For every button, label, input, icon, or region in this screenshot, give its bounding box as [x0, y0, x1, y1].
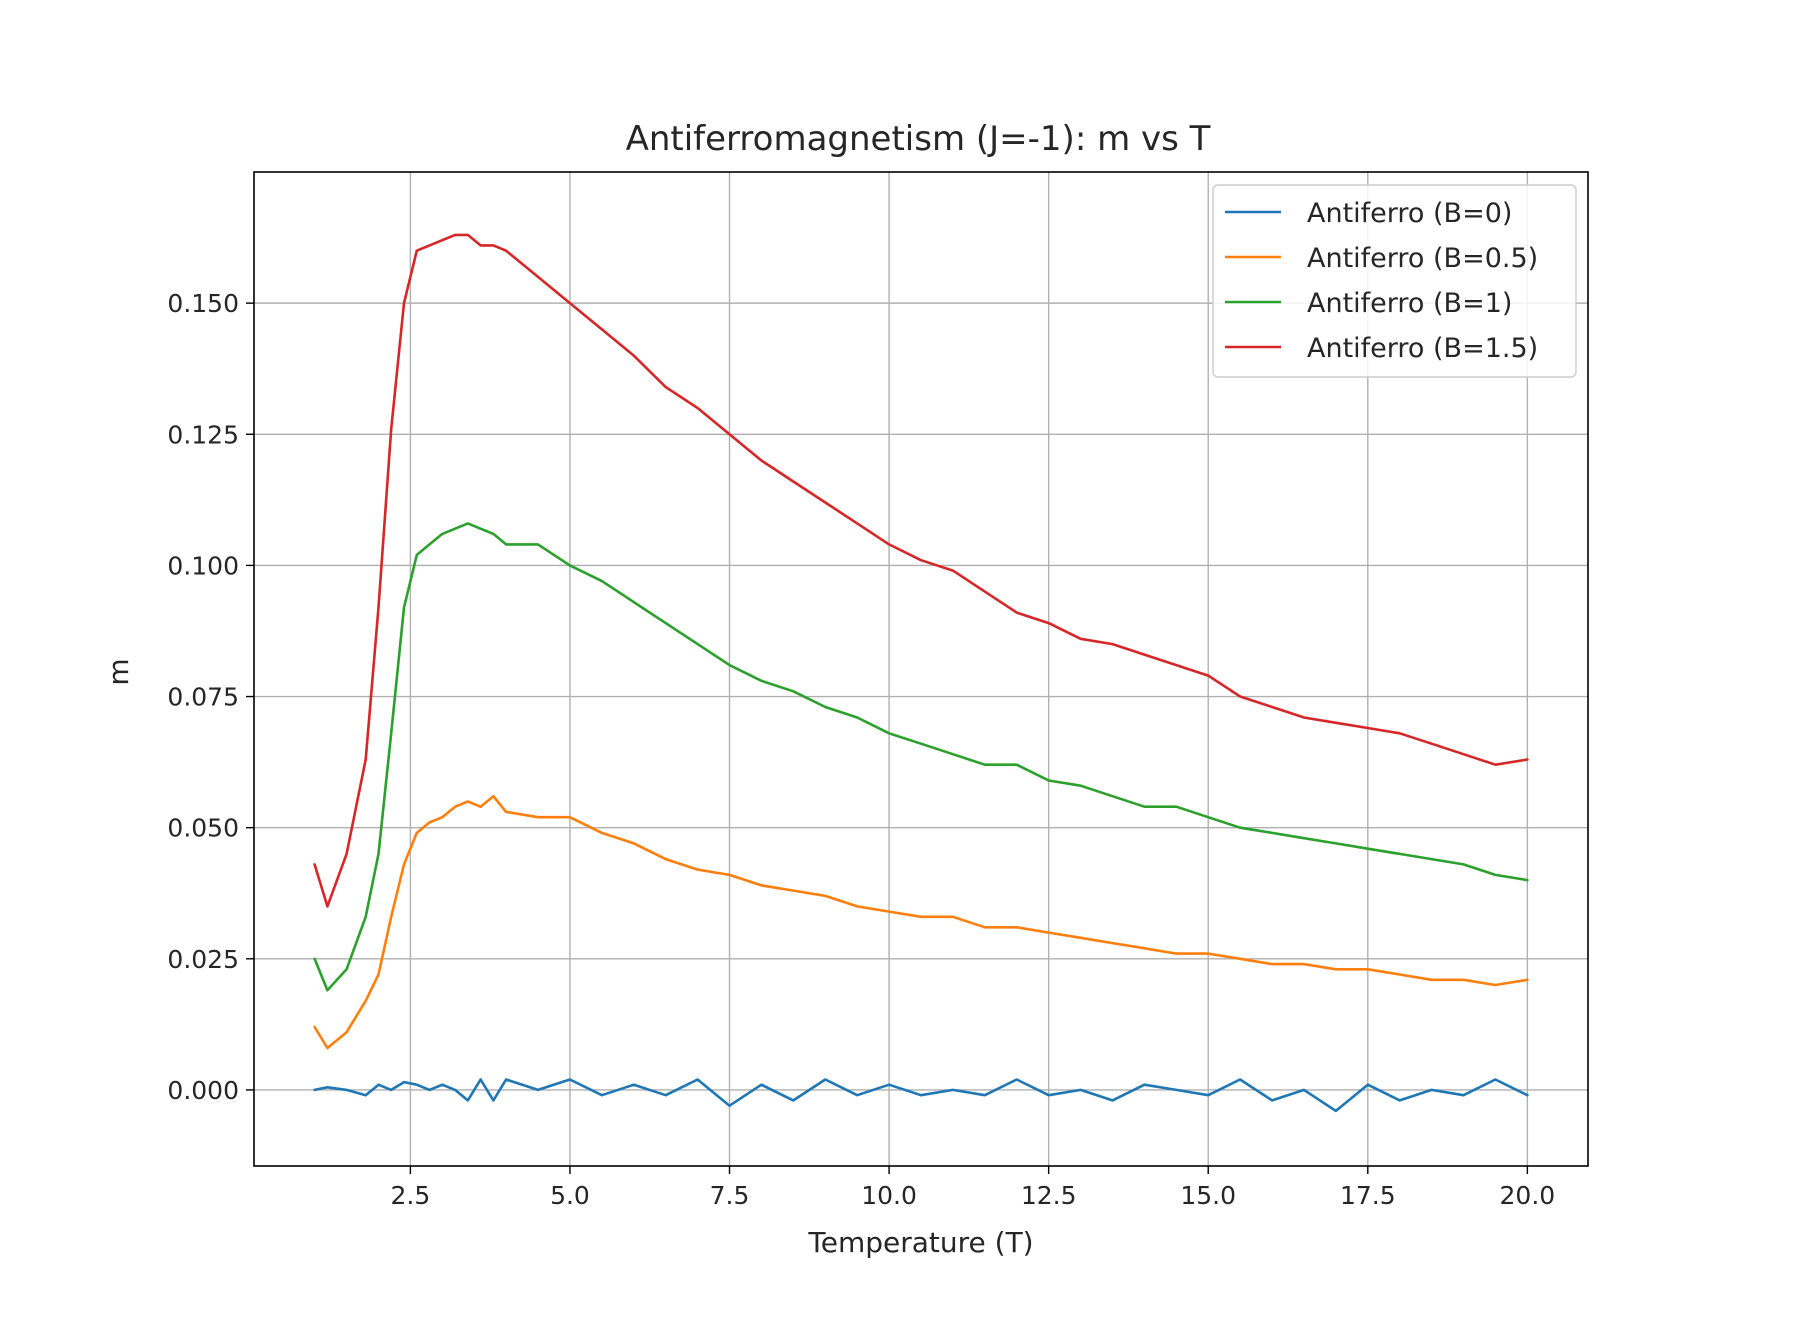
- y-tick-label: 0.075: [167, 683, 239, 712]
- y-tick-label: 0.150: [167, 289, 239, 318]
- series-line-0: [313, 1078, 1529, 1113]
- y-tick-label: 0.025: [167, 945, 239, 974]
- series-line-2: [313, 522, 1529, 992]
- y-tick-label: 0.100: [167, 551, 239, 580]
- grid: [254, 172, 1588, 1166]
- legend-label: Antiferro (B=0): [1307, 198, 1512, 229]
- legend: Antiferro (B=0) Antiferro (B=0.5) Antiferr…: [1212, 184, 1577, 378]
- x-tick-label: 20.0: [1500, 1181, 1556, 1210]
- x-tick-label: 5.0: [550, 1181, 590, 1210]
- x-tick-label: 7.5: [710, 1181, 750, 1210]
- x-tick-label: 15.0: [1180, 1181, 1236, 1210]
- x-tick-label: 2.5: [390, 1181, 430, 1210]
- x-tick-label: 10.0: [861, 1181, 917, 1210]
- y-tick-label: 0.000: [167, 1076, 239, 1105]
- x-tick-label: 12.5: [1021, 1181, 1077, 1210]
- y-tick-label: 0.125: [167, 420, 239, 449]
- axis-ticks: 2.5 5.0 7.5 10.0 12.5 15.0 17.5 20.0 0.000 0.025 0…: [167, 289, 1555, 1210]
- y-axis-label: m: [102, 658, 135, 685]
- plot-frame: [253, 171, 1589, 1167]
- legend-label: Antiferro (B=1): [1307, 288, 1512, 319]
- series-line-3: [313, 233, 1529, 908]
- legend-label: Antiferro (B=0.5): [1307, 243, 1538, 274]
- chart-title: Antiferromagnetism (J=-1): m vs T: [626, 119, 1211, 159]
- legend-box: [1212, 184, 1577, 378]
- x-axis-label: Temperature (T): [807, 1226, 1033, 1259]
- legend-label: Antiferro (B=1.5): [1307, 333, 1538, 364]
- y-tick-label: 0.050: [167, 814, 239, 843]
- series-line-1: [313, 794, 1529, 1050]
- series-group: [313, 233, 1529, 1113]
- x-tick-label: 17.5: [1340, 1181, 1396, 1210]
